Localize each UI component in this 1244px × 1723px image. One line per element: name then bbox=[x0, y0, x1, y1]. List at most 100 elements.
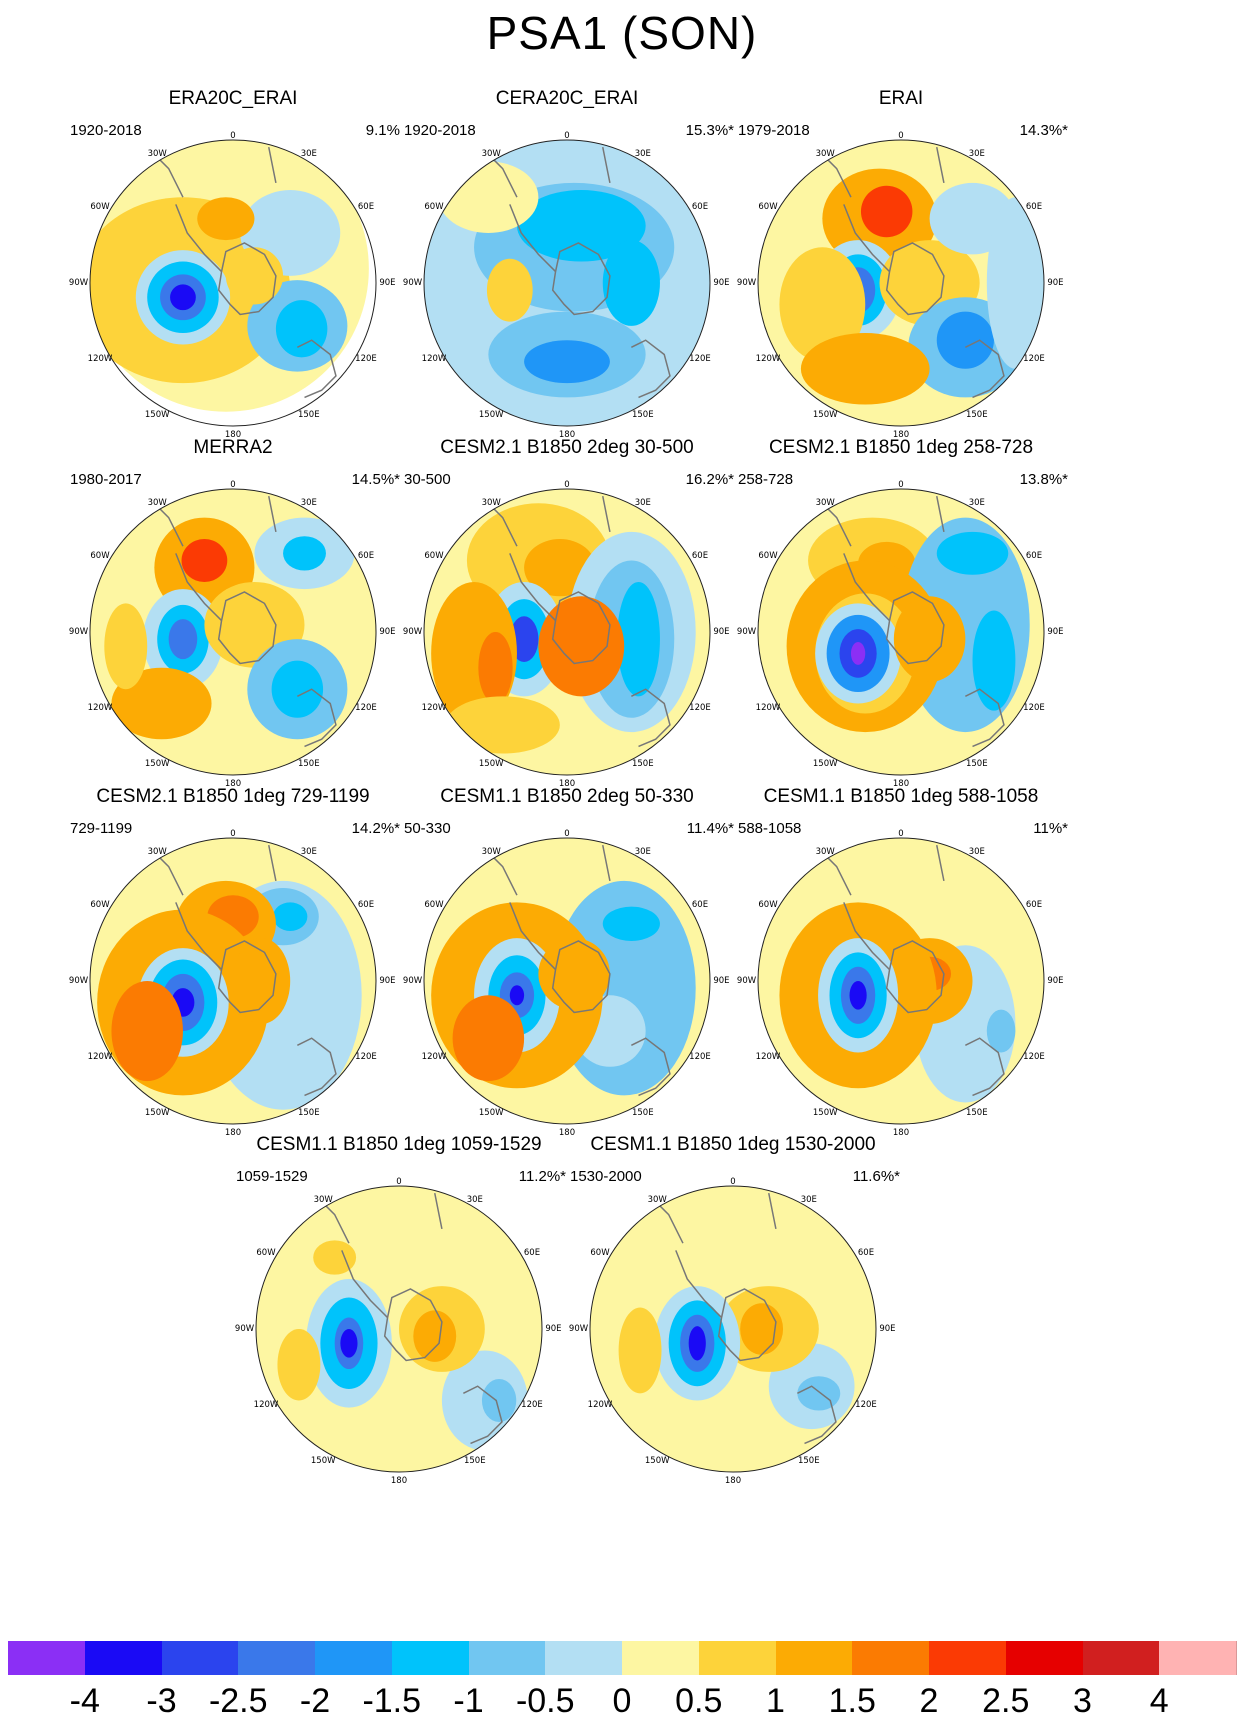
longitude-label: 120E bbox=[355, 1051, 377, 1062]
longitude-label: 120E bbox=[355, 702, 377, 713]
longitude-label: 60W bbox=[90, 551, 110, 562]
longitude-label: 120W bbox=[755, 353, 781, 364]
map-panel: CESM2.1 B1850 2deg 30-500 30-500 16.2%* 0 30… bbox=[382, 437, 752, 807]
panel-title: CESM2.1 B1850 1deg 729-1199 bbox=[96, 786, 370, 807]
panel-variance: 11%* bbox=[1033, 820, 1068, 837]
anomaly-contour bbox=[779, 247, 866, 362]
colorbar-tick-label: 3 bbox=[1073, 1682, 1092, 1720]
panel-variance: 11.4%* bbox=[686, 820, 734, 837]
coastline bbox=[675, 1250, 723, 1319]
antarctica-coastline bbox=[217, 591, 277, 665]
colorbar-swatch bbox=[852, 1641, 930, 1675]
longitude-label: 90E bbox=[713, 976, 730, 986]
longitude-label: 30E bbox=[634, 149, 651, 160]
longitude-label: 90E bbox=[713, 627, 730, 637]
colorbar-swatch bbox=[929, 1641, 1007, 1675]
polar-map bbox=[89, 139, 377, 427]
longitude-label: 120W bbox=[755, 702, 781, 713]
panel-variance: 13.8%* bbox=[1019, 471, 1068, 488]
longitude-label: 120E bbox=[521, 1399, 543, 1410]
longitude-label: 0 bbox=[898, 130, 904, 141]
map-panel: CESM1.1 B1850 1deg 1530-2000 1530-2000 11.… bbox=[548, 1134, 918, 1504]
anomaly-contour bbox=[516, 190, 646, 262]
longitude-label: 30W bbox=[313, 1195, 333, 1206]
longitude-label: 150W bbox=[478, 758, 504, 769]
coastline bbox=[175, 553, 223, 622]
longitude-label: 30E bbox=[300, 149, 317, 160]
anomaly-contour bbox=[800, 333, 930, 405]
panel-period: 1059-1529 bbox=[236, 1168, 308, 1185]
coastline bbox=[268, 845, 277, 882]
longitude-label: 120E bbox=[1023, 353, 1045, 364]
coastline bbox=[268, 496, 277, 533]
longitude-label: 90E bbox=[1047, 278, 1064, 288]
anomaly-contour bbox=[936, 311, 994, 369]
longitude-label: 180 bbox=[224, 778, 242, 789]
coastline bbox=[843, 204, 891, 273]
longitude-label: 60E bbox=[857, 1248, 875, 1259]
map-panel: ERA20C_ERAI 1920-2018 9.1% 0 30E 60E 90E 120E 15… bbox=[48, 88, 418, 458]
coastline bbox=[602, 147, 611, 184]
anomaly-contour bbox=[850, 642, 866, 665]
polar-map bbox=[757, 837, 1045, 1125]
longitude-label: 30E bbox=[634, 498, 651, 509]
longitude-label: 150W bbox=[144, 1107, 170, 1118]
longitude-label: 60W bbox=[256, 1248, 276, 1259]
coastline bbox=[297, 1037, 337, 1097]
longitude-label: 150W bbox=[812, 758, 838, 769]
anomaly-contour bbox=[509, 616, 539, 663]
anomaly-contour bbox=[104, 603, 148, 690]
longitude-label: 0 bbox=[230, 479, 236, 490]
panel-title: CESM1.1 B1850 1deg 1530-2000 bbox=[590, 1134, 876, 1155]
longitude-label: 150E bbox=[797, 1455, 820, 1466]
map-panel: CERA20C_ERAI 1920-2018 15.3%* 0 30E 60E 90E 120… bbox=[382, 88, 752, 458]
panel-title: ERAI bbox=[878, 88, 924, 109]
longitude-label: 120E bbox=[689, 353, 711, 364]
longitude-label: 0 bbox=[396, 1176, 402, 1187]
anomaly-contour bbox=[283, 536, 326, 571]
anomaly-contour bbox=[688, 1326, 706, 1361]
map-panel: CESM1.1 B1850 2deg 50-330 50-330 11.4%* 0 30… bbox=[382, 786, 752, 1156]
antarctica-coastline bbox=[885, 591, 945, 665]
panel-period: 1920-2018 bbox=[70, 122, 142, 139]
coastline bbox=[602, 845, 611, 882]
map-panel: CESM1.1 B1850 1deg 588-1058 588-1058 11%* 0… bbox=[716, 786, 1086, 1156]
longitude-label: 90W bbox=[234, 1324, 255, 1334]
panel-period: 30-500 bbox=[404, 471, 451, 488]
antarctica-coastline bbox=[551, 242, 611, 316]
polar-map bbox=[255, 1185, 543, 1473]
longitude-label: 30W bbox=[481, 847, 501, 858]
longitude-label: 120E bbox=[689, 1051, 711, 1062]
longitude-label: 60E bbox=[357, 900, 375, 911]
anomaly-contour bbox=[538, 596, 625, 697]
coastline bbox=[631, 688, 671, 748]
colorbar-tick-label: 1 bbox=[766, 1682, 785, 1720]
longitude-label: 90W bbox=[568, 1324, 589, 1334]
longitude-label: 150E bbox=[965, 758, 988, 769]
polar-map bbox=[423, 139, 711, 427]
anomaly-contour bbox=[111, 667, 212, 740]
longitude-label: 60E bbox=[691, 551, 709, 562]
map-panel: CESM1.1 B1850 1deg 1059-1529 1059-1529 11.… bbox=[214, 1134, 584, 1504]
longitude-label: 180 bbox=[558, 778, 576, 789]
map-boundary bbox=[757, 139, 1045, 427]
panel-period: 1979-2018 bbox=[738, 122, 810, 139]
longitude-label: 150E bbox=[631, 758, 654, 769]
coastline bbox=[936, 496, 945, 533]
coastline bbox=[341, 1250, 389, 1319]
longitude-label: 120W bbox=[755, 1051, 781, 1062]
map-panel: CESM2.1 B1850 1deg 729-1199 729-1199 14.2%… bbox=[48, 786, 418, 1156]
longitude-label: 30E bbox=[634, 847, 651, 858]
panel-variance: 14.2%* bbox=[351, 820, 400, 837]
longitude-label: 30E bbox=[300, 847, 317, 858]
panel-title: CESM1.1 B1850 1deg 1059-1529 bbox=[256, 1134, 542, 1155]
map-boundary bbox=[255, 1185, 543, 1473]
longitude-label: 150W bbox=[144, 758, 170, 769]
longitude-label: 120W bbox=[253, 1399, 279, 1410]
map-boundary bbox=[423, 837, 711, 1125]
longitude-label: 120W bbox=[87, 702, 113, 713]
longitude-label: 90E bbox=[545, 1324, 562, 1334]
panel-title: CESM1.1 B1850 2deg 50-330 bbox=[440, 786, 694, 807]
longitude-label: 150E bbox=[297, 758, 320, 769]
anomaly-contour bbox=[972, 610, 1016, 711]
